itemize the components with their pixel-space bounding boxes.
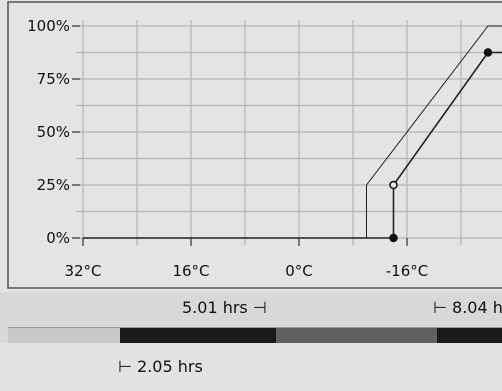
- x-tick-label: 32°C: [64, 262, 101, 280]
- duration-label-c: ⊢ 2.05 hrs: [118, 357, 203, 376]
- series-marker: [483, 48, 493, 57]
- timeline-bar: [8, 327, 502, 343]
- temperature-chart: 100%75%50%25%0% 32°C16°C0°C-16°C-3: [7, 1, 502, 289]
- duration-label-a: 5.01 hrs ⊣: [182, 298, 267, 317]
- x-tick-label: -16°C: [386, 262, 428, 280]
- timeline-info-area: ⊢ 2.05 hrs: [0, 343, 502, 391]
- duration-label-b: ⊢ 8.04 h: [433, 298, 502, 317]
- series-marker: [389, 180, 398, 190]
- temperature-chart-panel: 100%75%50%25%0% 32°C16°C0°C-16°C-3: [0, 0, 502, 292]
- timeline-segment-0: [8, 328, 120, 343]
- timeline-segment-2: [275, 328, 437, 343]
- y-tick-label: 100%: [27, 17, 70, 35]
- y-tick-label: 50%: [37, 123, 70, 141]
- timeline-segment-1: [119, 328, 276, 343]
- series-marker: [389, 233, 398, 243]
- y-tick-label: 75%: [37, 70, 70, 88]
- x-tick-label: 16°C: [172, 262, 209, 280]
- y-tick-label: 25%: [37, 176, 70, 194]
- y-tick-label: 0%: [46, 229, 70, 247]
- chart-frame: [7, 1, 502, 289]
- timeline-segment-3: [436, 328, 502, 343]
- x-tick-label: 0°C: [285, 262, 313, 280]
